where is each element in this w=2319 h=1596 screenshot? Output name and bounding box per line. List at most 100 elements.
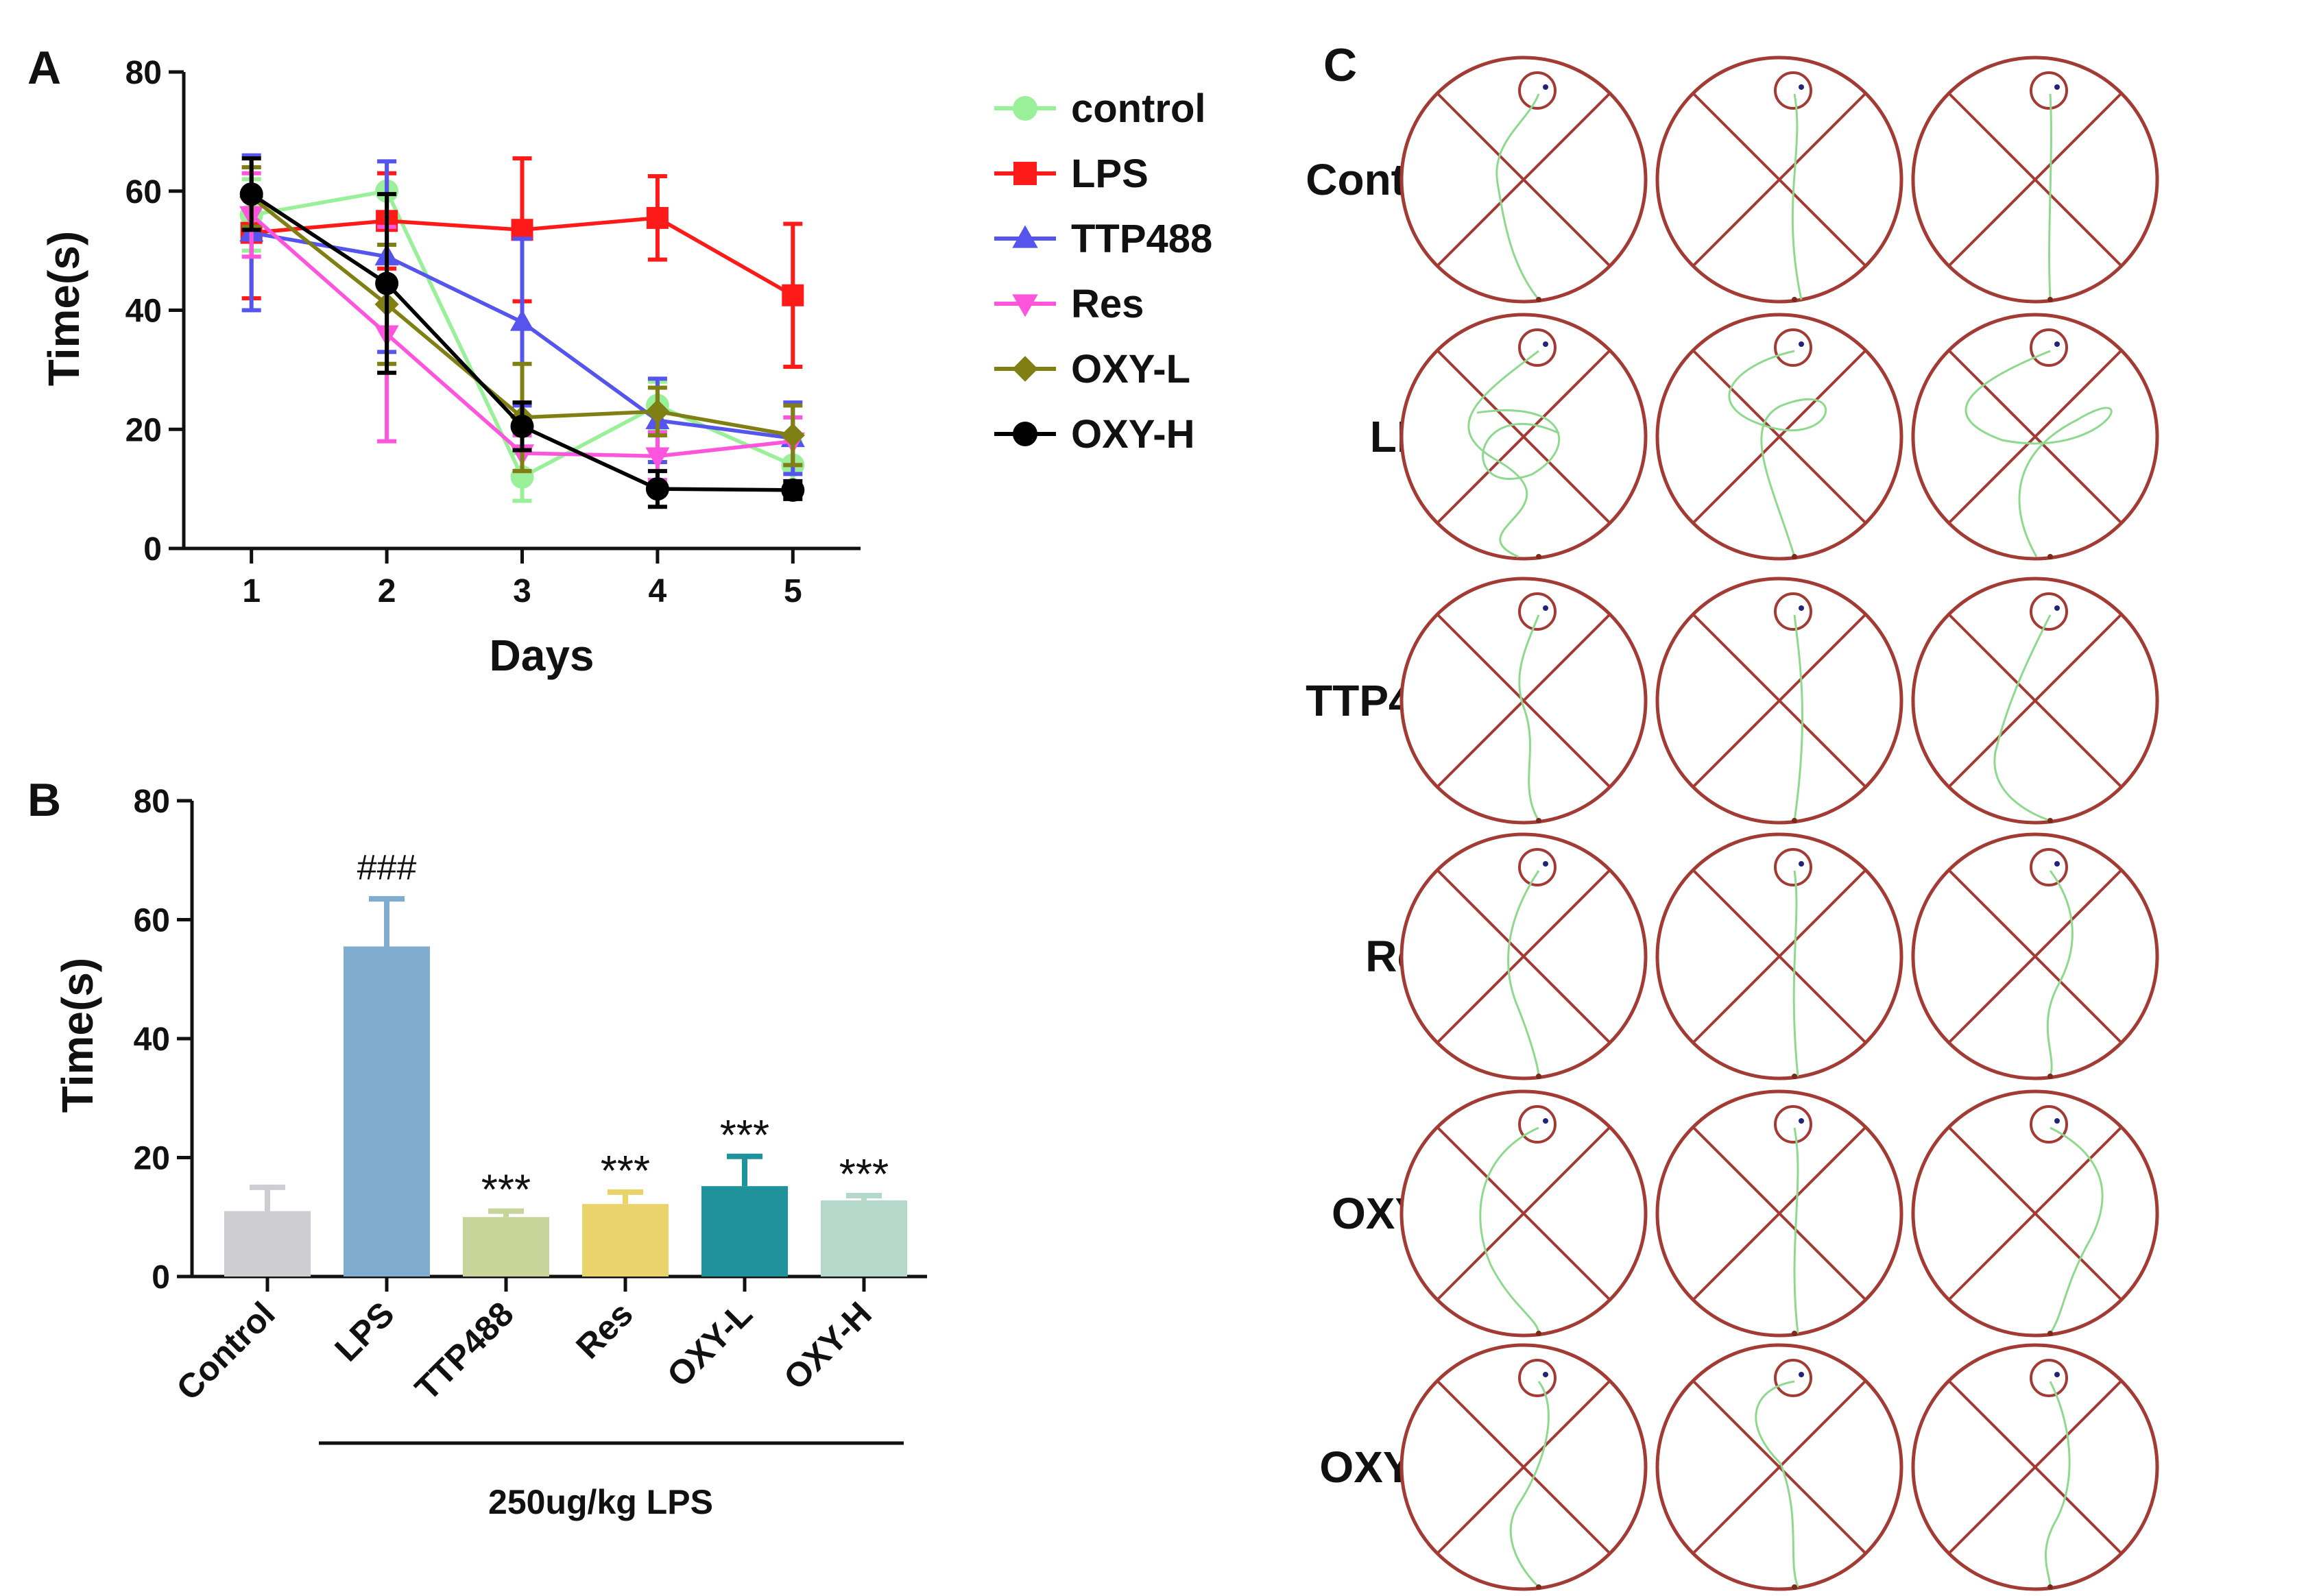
start-dot — [2047, 1331, 2053, 1336]
maze-trial — [1655, 313, 1903, 561]
y-tick-label-a: 80 — [125, 55, 162, 91]
platform-ring — [1774, 1359, 1812, 1397]
quadrant-line — [1692, 1379, 1867, 1555]
start-dot — [2047, 1074, 2053, 1079]
data-point — [645, 477, 669, 501]
quadrant-line — [1947, 613, 2123, 788]
swim-path — [2045, 1381, 2071, 1588]
start-dot — [2047, 1584, 2053, 1590]
swim-path — [2048, 93, 2052, 300]
swim-path — [1755, 1380, 1799, 1588]
y-tick-label-a: 20 — [125, 412, 162, 448]
panel-label-c: C — [1323, 39, 1357, 91]
x-tick-label-b: OXY-H — [776, 1294, 879, 1397]
y-axis-label-a: Time(s) — [39, 231, 88, 386]
start-dot — [1536, 818, 1541, 823]
platform-ring — [1518, 328, 1557, 367]
x-tick-label-a: 4 — [649, 573, 667, 609]
maze-trial — [1399, 313, 1648, 561]
platform-ring — [1774, 71, 1812, 110]
bar-group-res: *** Res — [568, 1148, 669, 1366]
significance-label: *** — [720, 1112, 769, 1159]
quadrant-line — [1692, 613, 1867, 788]
start-dot — [1536, 1074, 1541, 1079]
start-dot — [1536, 297, 1541, 302]
maze-trial — [1399, 1343, 1648, 1591]
x-tick-label-b: LPS — [327, 1294, 401, 1368]
end-dot — [1799, 84, 1804, 90]
bar-control — [224, 1211, 311, 1277]
start-dot — [1792, 297, 1797, 302]
platform-ring — [1774, 592, 1812, 631]
bar-group-control: Control — [169, 1184, 311, 1407]
maze-trial — [1655, 1343, 1903, 1591]
data-point — [780, 423, 805, 448]
significance-label: *** — [839, 1151, 889, 1198]
quadrant-line — [1692, 1126, 1867, 1301]
bar-res — [582, 1204, 669, 1277]
maze-trial — [1655, 56, 1903, 304]
data-point — [645, 447, 670, 469]
y-tick-label-a: 0 — [143, 531, 162, 568]
bar-group-oxy-l: *** OXY-L — [660, 1112, 788, 1394]
quadrant-line — [1436, 1379, 1611, 1555]
legend-item-oxy-h: OXY-H — [994, 412, 1195, 457]
y-tick-label-b: 40 — [134, 1021, 170, 1058]
maze-trial — [1911, 577, 2159, 825]
start-dot — [1536, 1584, 1541, 1590]
swim-path — [1479, 1126, 1540, 1334]
significance-label: ### — [357, 848, 417, 888]
y-tick-label-a: 40 — [125, 293, 162, 330]
platform-ring — [2030, 1359, 2068, 1397]
maze-trial — [1399, 832, 1648, 1080]
legend-label: OXY-H — [1071, 412, 1195, 457]
end-dot — [1799, 1372, 1804, 1377]
bar-group-oxy-h: *** OXY-H — [776, 1151, 907, 1397]
bar-group-lps: ### LPS — [327, 848, 430, 1369]
legend-label: LPS — [1071, 152, 1149, 196]
x-tick-label-b: TTP488 — [407, 1294, 520, 1407]
y-tick-label-b: 60 — [134, 903, 170, 939]
start-dot — [1792, 554, 1797, 559]
swim-path — [1793, 614, 1804, 821]
treatment-bracket-label: 250ug/kg LPS — [488, 1483, 713, 1521]
x-tick-label-a: 5 — [784, 573, 802, 609]
swim-path — [1792, 870, 1799, 1077]
panel-label-a: A — [27, 42, 61, 94]
platform-ring — [1518, 71, 1557, 110]
data-point — [781, 478, 805, 502]
end-dot — [1543, 861, 1548, 867]
quadrant-line — [1692, 869, 1867, 1044]
platform-ring — [2030, 592, 2068, 631]
x-tick-label-a: 3 — [513, 573, 531, 609]
platform-ring — [2030, 1105, 2068, 1144]
end-dot — [1543, 341, 1548, 347]
series-oxy-h — [239, 156, 805, 509]
quadrant-line — [1436, 869, 1611, 1044]
swim-path — [1791, 93, 1803, 300]
platform-ring — [1518, 1359, 1557, 1397]
legend-label: control — [1071, 86, 1206, 131]
maze-trial — [1911, 313, 2159, 561]
y-tick-label-b: 80 — [134, 784, 170, 820]
legend-a: control LPS TTP488 Res OXY-L OXY-H — [994, 86, 1212, 457]
data-point — [239, 182, 263, 206]
platform-ring — [1774, 848, 1812, 886]
quadrant-line — [1436, 1126, 1611, 1301]
end-dot — [1799, 1118, 1804, 1124]
start-dot — [1536, 554, 1541, 559]
x-tick-label-b: OXY-L — [660, 1294, 760, 1394]
swim-path — [1518, 614, 1540, 821]
x-axis-label-a: Days — [490, 631, 594, 680]
legend-item-oxy-l: OXY-L — [994, 347, 1190, 391]
quadrant-line — [1436, 92, 1611, 267]
start-dot — [1792, 1331, 1797, 1336]
end-dot — [1543, 605, 1548, 611]
swim-path — [2046, 870, 2074, 1077]
platform-ring — [2030, 328, 2068, 367]
swim-path — [2049, 1126, 2104, 1334]
quadrant-line — [1947, 349, 2123, 524]
quadrant-line — [1436, 613, 1611, 788]
legend-label: Res — [1071, 282, 1144, 326]
